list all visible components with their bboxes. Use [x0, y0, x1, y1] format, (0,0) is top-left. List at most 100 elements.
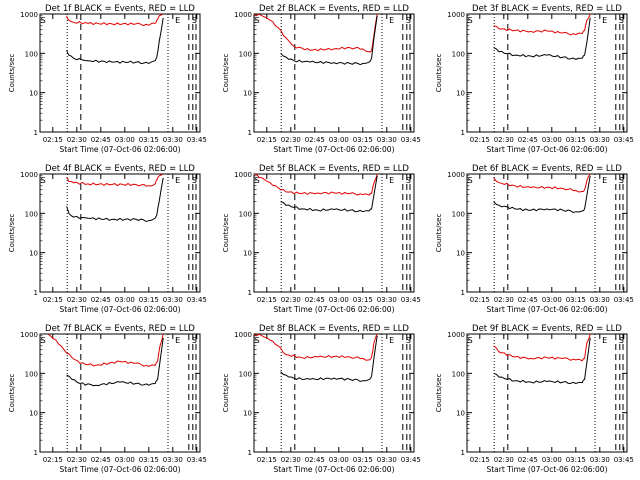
- event-marker: S: [468, 176, 473, 185]
- plot-frame: [39, 333, 201, 453]
- x-tick-label: 03:30: [377, 456, 397, 464]
- lld-series-line: [254, 174, 378, 196]
- x-axis-label: Start Time (07-Oct-06 02:06:00): [59, 145, 180, 154]
- events-series-line: [280, 335, 378, 383]
- x-tick-label: 03:15: [353, 136, 373, 144]
- lld-series-line: [66, 174, 164, 187]
- x-axis-label: Start Time (07-Oct-06 02:06:00): [486, 305, 607, 314]
- event-marker: S: [619, 336, 624, 345]
- event-marker: S: [41, 336, 46, 345]
- y-tick-label: 1: [34, 449, 38, 457]
- events-series-line: [66, 17, 164, 65]
- x-tick-label: 03:15: [353, 296, 373, 304]
- y-tick-label: 10: [456, 410, 465, 418]
- y-tick-label: 1000: [447, 171, 465, 179]
- x-tick-label: 02:15: [257, 456, 277, 464]
- event-marker: S: [255, 16, 260, 25]
- y-tick-label: 1000: [20, 11, 38, 19]
- x-tick-label: 02:15: [43, 296, 63, 304]
- x-tick-label: 02:30: [67, 296, 87, 304]
- x-tick-label: 03:00: [115, 136, 135, 144]
- x-axis-label: Start Time (07-Oct-06 02:06:00): [59, 465, 180, 474]
- x-tick-label: 03:15: [139, 136, 159, 144]
- x-axis-label: Start Time (07-Oct-06 02:06:00): [486, 145, 607, 154]
- x-tick-label: 02:45: [305, 136, 325, 144]
- events-series-line: [66, 337, 164, 387]
- y-tick-label: 1: [34, 129, 38, 137]
- event-marker: S: [406, 16, 411, 25]
- y-axis-label: Counts/sec: [222, 374, 230, 413]
- x-tick-label: 02:45: [518, 296, 538, 304]
- plot-title: Det 4f BLACK = Events, RED = LLD: [45, 164, 195, 174]
- x-tick-label: 02:15: [257, 296, 277, 304]
- x-tick-label: 02:15: [470, 136, 490, 144]
- event-marker: S: [406, 336, 411, 345]
- event-marker: E: [175, 176, 180, 185]
- event-marker: E: [602, 176, 607, 185]
- y-tick-label: 100: [452, 370, 465, 378]
- plot-title: Det 9f BLACK = Events, RED = LLD: [472, 324, 622, 334]
- y-tick-label: 10: [456, 250, 465, 258]
- detector-plot-6: Det 6f BLACK = Events, RED = LLD 1 10 100 10…: [435, 164, 634, 314]
- x-axis-label: Start Time (07-Oct-06 02:06:00): [59, 305, 180, 314]
- x-tick-label: 02:45: [91, 296, 111, 304]
- event-marker: E: [175, 16, 180, 25]
- x-tick-label: 03:45: [614, 136, 634, 144]
- x-tick-label: 03:45: [401, 296, 421, 304]
- events-series-line: [493, 17, 591, 60]
- x-tick-label: 03:00: [542, 136, 562, 144]
- x-tick-label: 03:15: [353, 456, 373, 464]
- y-tick-label: 10: [243, 90, 252, 98]
- x-tick-label: 03:30: [163, 456, 183, 464]
- y-tick-label: 100: [239, 210, 252, 218]
- x-tick-label: 03:00: [329, 296, 349, 304]
- y-tick-label: 1: [461, 289, 465, 297]
- x-tick-label: 03:15: [566, 456, 586, 464]
- events-series-line: [280, 15, 378, 66]
- lld-series-line: [254, 334, 378, 361]
- event-marker: S: [192, 16, 197, 25]
- y-tick-label: 1: [34, 289, 38, 297]
- x-tick-label: 02:30: [494, 456, 514, 464]
- lld-series-line: [66, 14, 164, 27]
- x-axis-label: Start Time (07-Oct-06 02:06:00): [273, 145, 394, 154]
- x-tick-label: 03:00: [329, 456, 349, 464]
- y-tick-label: 10: [29, 410, 38, 418]
- x-tick-label: 02:15: [43, 456, 63, 464]
- event-marker: E: [389, 16, 394, 25]
- plot-frame: [466, 173, 628, 293]
- plot-frame: [39, 13, 201, 133]
- events-series-line: [280, 175, 378, 213]
- plot-title: Det 5f BLACK = Events, RED = LLD: [259, 164, 409, 174]
- y-tick-label: 1000: [234, 171, 252, 179]
- x-tick-label: 03:45: [614, 456, 634, 464]
- x-tick-label: 02:30: [494, 296, 514, 304]
- x-tick-label: 02:30: [281, 456, 301, 464]
- y-tick-label: 1000: [20, 331, 38, 339]
- event-marker: S: [468, 16, 473, 25]
- y-tick-label: 100: [25, 370, 38, 378]
- event-marker: S: [468, 336, 473, 345]
- event-marker: S: [255, 176, 260, 185]
- event-marker: E: [389, 336, 394, 345]
- y-axis-label: Counts/sec: [435, 214, 443, 253]
- detector-plot-5: Det 5f BLACK = Events, RED = LLD 1 10 100 10…: [222, 164, 421, 314]
- plot-frame: [466, 13, 628, 133]
- y-axis-label: Counts/sec: [435, 374, 443, 413]
- y-tick-label: 100: [239, 370, 252, 378]
- y-tick-label: 1000: [234, 331, 252, 339]
- lld-series-line: [47, 334, 164, 367]
- y-axis-label: Counts/sec: [8, 54, 16, 93]
- y-tick-label: 1000: [234, 11, 252, 19]
- events-series-line: [66, 177, 164, 223]
- x-tick-label: 02:30: [494, 136, 514, 144]
- y-tick-label: 100: [452, 210, 465, 218]
- plot-frame: [253, 13, 415, 133]
- x-tick-label: 03:30: [163, 296, 183, 304]
- event-marker: E: [602, 16, 607, 25]
- x-axis-label: Start Time (07-Oct-06 02:06:00): [273, 305, 394, 314]
- y-tick-label: 1: [248, 289, 252, 297]
- plot-title: Det 3f BLACK = Events, RED = LLD: [472, 4, 622, 14]
- plot-title: Det 8f BLACK = Events, RED = LLD: [259, 324, 409, 334]
